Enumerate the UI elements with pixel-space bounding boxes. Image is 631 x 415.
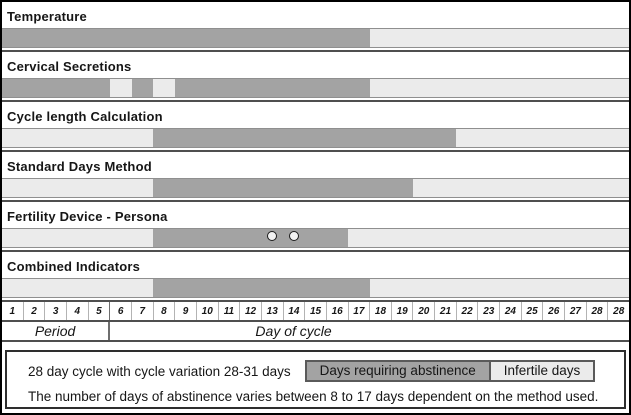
abstinence-segment	[2, 29, 370, 47]
cycle-variation-text: 28 day cycle with cycle variation 28-31 …	[28, 363, 291, 379]
method-row: Cervical Secretions	[2, 52, 629, 102]
method-bar	[2, 278, 629, 298]
method-row: Combined Indicators	[2, 252, 629, 302]
method-row: Fertility Device - Persona	[2, 202, 629, 252]
infertile-segment	[2, 229, 154, 247]
day-cell: 10	[197, 302, 219, 320]
circle-marker	[288, 231, 299, 241]
method-label: Cycle length Calculation	[7, 109, 163, 124]
method-bar	[2, 28, 629, 48]
abstinence-segment	[153, 279, 370, 297]
day-cell: 21	[435, 302, 457, 320]
abstinence-segment	[2, 79, 111, 97]
day-cell: 28	[613, 305, 625, 317]
abstinence-segment	[174, 79, 370, 97]
infertile-segment	[2, 129, 154, 147]
day-cell: 28	[587, 302, 609, 320]
day-cell: 12	[240, 302, 262, 320]
day-of-cycle-label: Day of cycle	[255, 323, 332, 339]
day-cell: 15	[305, 302, 327, 320]
day-cell: 5	[89, 302, 111, 320]
method-bar	[2, 228, 629, 248]
day-cell: 1	[2, 302, 24, 320]
method-label: Cervical Secretions	[7, 59, 132, 74]
infertile-segment	[369, 29, 629, 47]
method-label: Standard Days Method	[7, 159, 152, 174]
day-cell: 7	[132, 302, 154, 320]
infertile-segment	[2, 179, 154, 197]
infertile-segment	[110, 79, 132, 97]
day-cell: 2	[24, 302, 46, 320]
infertile-segment	[2, 279, 154, 297]
method-row: Temperature	[2, 2, 629, 52]
abstinence-segment	[153, 129, 457, 147]
day-cell: 16	[327, 302, 349, 320]
day-cell: 8	[154, 302, 176, 320]
day-cell: 19	[392, 302, 414, 320]
day-axis: 1 2 3 4 5 6 7 8 9 10 11 12 13 14 15 16 17 18 19 20 21 22 23 24 2…	[2, 302, 629, 322]
legend-item-infertile: Infertile days	[488, 362, 594, 380]
legend-item-abstinence: Days requiring abstinence	[306, 362, 489, 380]
method-bar	[2, 128, 629, 148]
day-cell: 23	[478, 302, 501, 320]
day-cell: 14	[284, 302, 306, 320]
period-cell: Period	[2, 322, 111, 340]
infertile-segment	[153, 79, 175, 97]
method-label: Combined Indicators	[7, 259, 141, 274]
day-cell: 27	[565, 302, 587, 320]
day-cell: 22	[457, 302, 479, 320]
day-cell: 6	[110, 302, 132, 320]
methods-rows: Temperature Cervical Secretions Cycle leng…	[2, 2, 629, 302]
abstinence-segment	[153, 229, 348, 247]
infertile-segment	[347, 229, 629, 247]
day-cell: 20	[413, 302, 436, 320]
day-cell: 24	[500, 302, 522, 320]
day-cell: 18	[370, 302, 392, 320]
day-cell: 25	[522, 302, 544, 320]
legend: Days requiring abstinence Infertile days	[304, 360, 596, 382]
abstinence-segment	[153, 179, 413, 197]
day-cell: 4	[67, 302, 89, 320]
infertile-segment	[369, 279, 629, 297]
day-cell: 3	[45, 302, 67, 320]
method-label: Fertility Device - Persona	[7, 209, 168, 224]
caption-line-1: 28 day cycle with cycle variation 28-31 …	[28, 360, 624, 382]
day-cell: 26	[543, 302, 566, 320]
caption-line-2: The number of days of abstinence varies …	[28, 389, 599, 404]
method-row: Standard Days Method	[2, 152, 629, 202]
method-bar	[2, 78, 629, 98]
circle-marker	[267, 231, 278, 241]
period-label: Period	[34, 323, 76, 339]
day-cell: 11	[219, 302, 241, 320]
infertile-segment	[412, 179, 629, 197]
day-cell: 13	[262, 302, 284, 320]
day-cell: 9	[175, 302, 197, 320]
method-bar	[2, 178, 629, 198]
day-cell: 17	[349, 302, 371, 320]
infertile-segment	[456, 129, 629, 147]
period-band: Period Day of cycle	[2, 322, 629, 342]
infertile-segment	[369, 79, 629, 97]
abstinence-segment	[131, 79, 154, 97]
caption-box: 28 day cycle with cycle variation 28-31 …	[5, 350, 626, 409]
method-label: Temperature	[7, 9, 87, 24]
method-row: Cycle length Calculation	[2, 102, 629, 152]
